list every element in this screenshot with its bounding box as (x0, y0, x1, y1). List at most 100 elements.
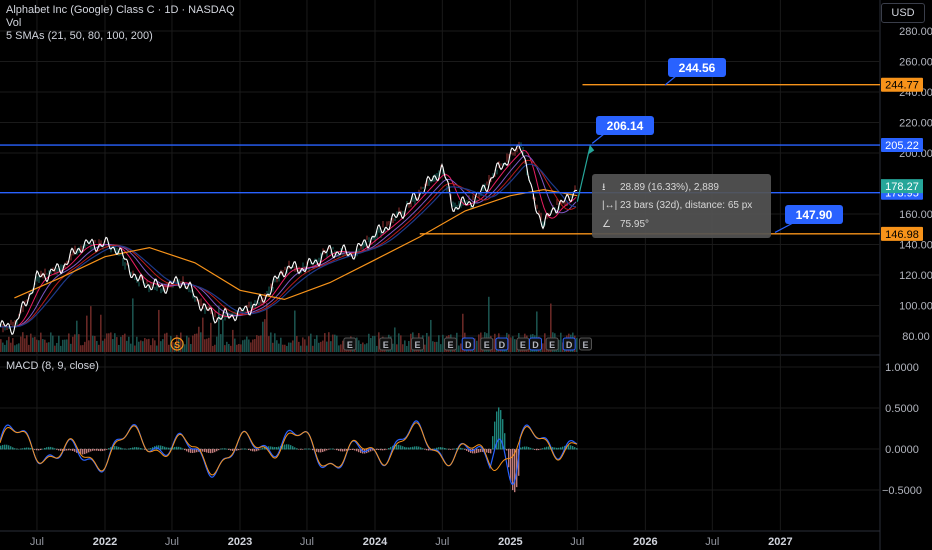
volume-bar (368, 333, 370, 352)
macd-histogram-bar (48, 446, 50, 450)
macd-histogram-bar (522, 446, 524, 450)
volume-bar (228, 343, 230, 352)
target-pointer (774, 222, 794, 233)
time-tick-label: 2022 (93, 536, 117, 548)
volume-bar (8, 336, 10, 352)
volume-bar (162, 339, 164, 352)
macd-histogram-bar (322, 449, 324, 452)
measure-tooltip: ⭳ 28.89 (16.33%), 2,889 |↔| 23 bars (32d),… (592, 174, 771, 238)
macd-histogram-bar (382, 449, 384, 451)
time-tick-label: Jul (165, 536, 179, 548)
volume-bar (20, 336, 22, 352)
volume-bar (536, 311, 538, 352)
macd-histogram-bar (274, 447, 276, 450)
macd-histogram-bar (164, 446, 166, 450)
macd-histogram-bar (284, 444, 286, 450)
macd-histogram-bar (512, 449, 514, 491)
macd-histogram-bar (136, 447, 138, 450)
target-label: 147.90 (796, 208, 833, 222)
macd-histogram-bar (188, 449, 190, 453)
macd-histogram-bar (232, 449, 234, 451)
macd-histogram-bar (244, 448, 246, 450)
volume-bar (96, 340, 98, 352)
target-pointer (591, 133, 605, 144)
macd-histogram-bar (264, 446, 266, 450)
macd-histogram-bar (88, 449, 90, 453)
macd-histogram-bar (478, 449, 480, 453)
macd-indicator-label[interactable]: MACD (8, 9, close) (6, 360, 99, 372)
macd-histogram-bar (282, 445, 284, 450)
macd-histogram-bar (152, 447, 154, 450)
volume-bar (190, 344, 192, 352)
time-tick-label: Jul (30, 536, 44, 548)
macd-histogram-bar (468, 449, 470, 453)
volume-bar (328, 332, 330, 352)
macd-histogram-bar (4, 444, 6, 450)
macd-histogram-bar (380, 449, 382, 451)
volume-bar (42, 339, 44, 352)
volume-bar (274, 333, 276, 352)
volume-bar (160, 341, 162, 352)
macd-histogram-bar (384, 449, 386, 451)
volume-bar (478, 334, 480, 352)
volume-bar (180, 332, 182, 352)
volume-bar (260, 335, 262, 352)
volume-bar (494, 333, 496, 352)
sma-100-line (0, 163, 577, 328)
volume-bar (374, 335, 376, 352)
volume-bar (114, 333, 116, 352)
time-tick-label: 2027 (768, 536, 792, 548)
macd-histogram-bar (196, 449, 198, 453)
macd-histogram-bar (520, 447, 522, 450)
volume-bar (402, 344, 404, 352)
time-tick-label: 2024 (363, 536, 388, 548)
event-marker-label: D (532, 340, 539, 350)
macd-histogram-bar (336, 449, 338, 451)
macd-histogram-bar (260, 448, 262, 450)
macd-histogram-bar (128, 448, 130, 450)
volume-bar (158, 309, 160, 352)
macd-histogram-bar (178, 446, 180, 450)
macd-histogram-bar (180, 447, 182, 450)
volume-bar (132, 298, 134, 352)
macd-histogram-bar (276, 447, 278, 450)
sma-indicator-label[interactable]: 5 SMAs (21, 50, 80, 100, 200) (6, 30, 153, 42)
macd-histogram-bar (432, 449, 434, 450)
currency-button[interactable]: USD (881, 3, 925, 23)
macd-histogram-bar (226, 448, 228, 450)
volume-bar (214, 344, 216, 352)
macd-histogram-bar (558, 447, 560, 450)
macd-histogram-bar (40, 449, 42, 451)
macd-histogram-bar (54, 448, 56, 450)
volume-bar (356, 337, 358, 352)
macd-histogram-bar (424, 449, 426, 450)
macd-histogram-bar (402, 446, 404, 450)
macd-histogram-bar (480, 449, 482, 453)
volume-bar (92, 335, 94, 352)
event-marker-label: E (582, 340, 588, 350)
macd-histogram-bar (256, 449, 258, 452)
volume-bar (216, 336, 218, 352)
volume-bar (28, 344, 30, 352)
macd-histogram-bar (348, 449, 350, 451)
price-tick-label: 100.00 (899, 301, 932, 313)
volume-bar (290, 342, 292, 352)
volume-bar (148, 338, 150, 352)
volume-bar (308, 336, 310, 352)
macd-histogram-bar (110, 447, 112, 450)
level-axis-label: 146.98 (885, 229, 919, 241)
volume-bar (196, 333, 198, 352)
volume-bar (360, 343, 362, 352)
event-marker-label: D (499, 340, 506, 350)
volume-bar (72, 336, 74, 352)
macd-histogram-bar (220, 448, 222, 450)
macd-histogram-bar (436, 447, 438, 450)
chart-title: Alphabet Inc (Google) Class C · 1D · NAS… (6, 4, 235, 16)
time-tick-label: Jul (705, 536, 719, 548)
volume-bar (364, 344, 366, 352)
volume-bar (220, 334, 222, 352)
macd-histogram-bar (126, 448, 128, 450)
macd-histogram-bar (38, 449, 40, 451)
macd-histogram-bar (396, 444, 398, 450)
